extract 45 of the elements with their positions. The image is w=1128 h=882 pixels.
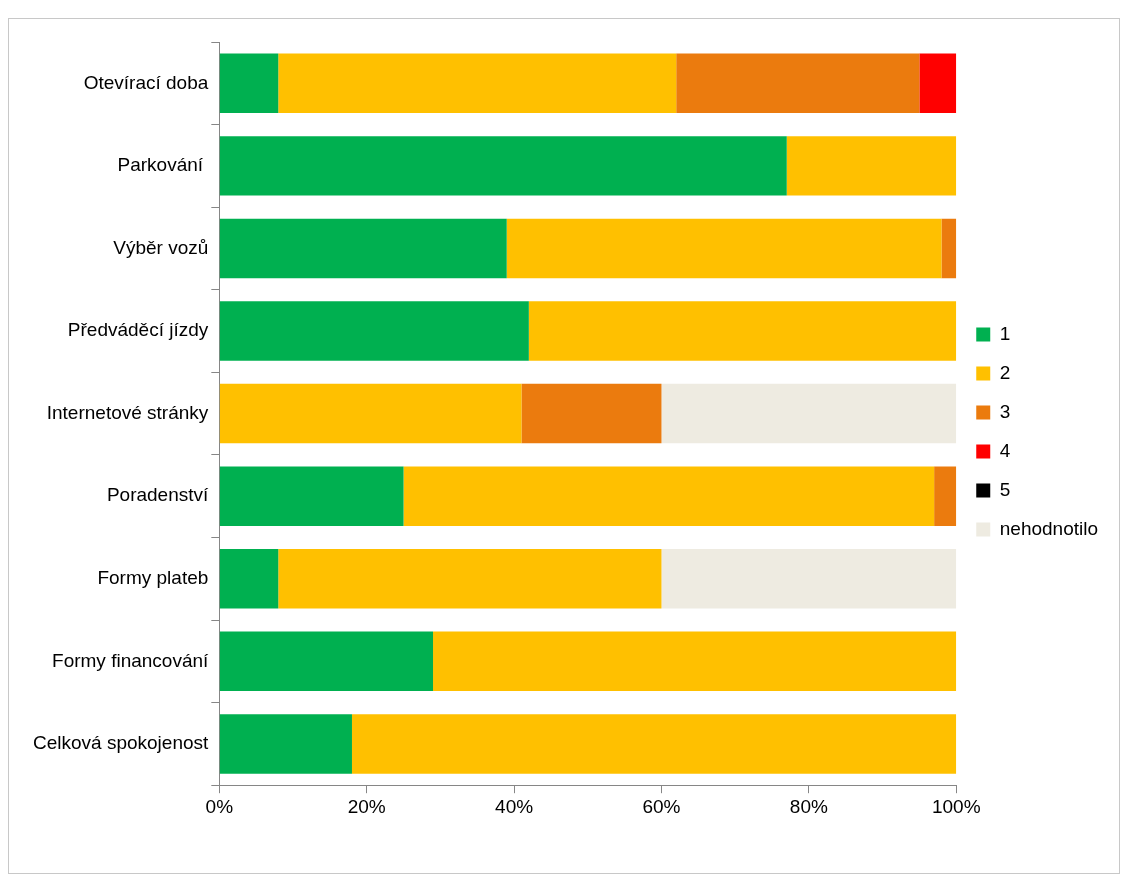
y-tick-label: Formy plateb — [97, 566, 209, 588]
y-tick-label: Parkování — [117, 154, 209, 176]
bar — [219, 53, 279, 114]
legend-label: 1 — [999, 322, 1011, 344]
bar — [433, 631, 957, 692]
bar — [278, 53, 677, 114]
bar — [521, 383, 662, 444]
bar — [403, 466, 935, 526]
y-tick-label: Formy financování — [52, 649, 210, 671]
x-tick-label: 80% — [789, 795, 828, 817]
bar — [934, 466, 957, 526]
y-tick-label: Výběr vozů — [113, 236, 209, 258]
y-tick-label: Internetové stránky — [46, 401, 209, 423]
bar — [528, 301, 957, 361]
y-tick-label: Celková spokojenost — [33, 732, 210, 754]
bar — [219, 714, 352, 774]
bar — [506, 218, 942, 279]
y-tick-label: Předváděcí jízdy — [67, 319, 209, 341]
bar — [786, 136, 957, 196]
legend-label: nehodnotilo — [999, 517, 1099, 539]
legend-label: 3 — [999, 400, 1011, 422]
bar — [661, 383, 957, 444]
x-tick-label: 100% — [931, 795, 981, 817]
x-tick-label: 60% — [642, 795, 681, 817]
bar — [219, 218, 507, 279]
bar — [219, 549, 279, 609]
x-tick-label: 0% — [205, 795, 234, 817]
legend-label: 5 — [999, 478, 1011, 500]
bar — [219, 301, 529, 361]
legend-label: 4 — [999, 439, 1011, 461]
bar — [919, 53, 957, 114]
bar — [219, 383, 522, 444]
bar — [351, 714, 957, 774]
y-tick-label: Otevírací doba — [83, 71, 209, 93]
bar — [278, 549, 662, 609]
x-tick-label: 40% — [495, 795, 534, 817]
x-tick-label: 20% — [347, 795, 386, 817]
bar — [219, 631, 434, 692]
bar — [661, 549, 957, 609]
bar — [219, 466, 404, 526]
bar — [676, 53, 920, 114]
bar — [219, 136, 787, 196]
bar — [941, 218, 957, 279]
legend-label: 2 — [999, 361, 1011, 383]
y-tick-label: Poradenství — [106, 484, 210, 506]
